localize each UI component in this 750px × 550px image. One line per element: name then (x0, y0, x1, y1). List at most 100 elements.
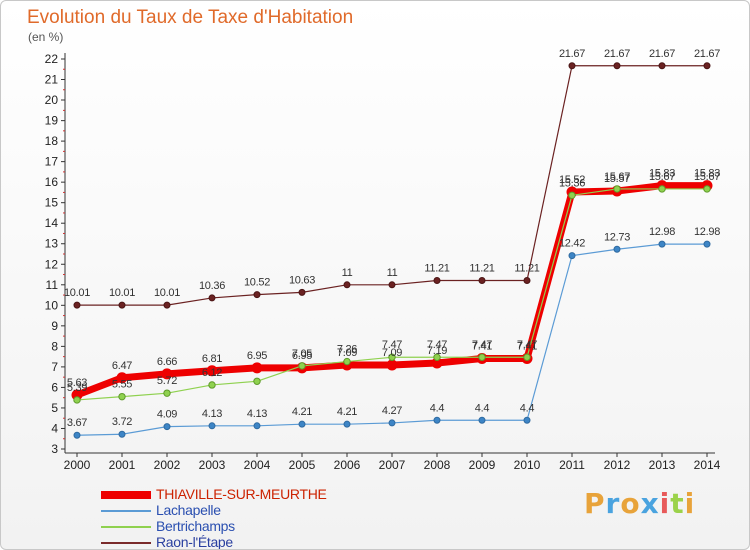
y-tick-label: 11 (46, 278, 59, 292)
logo-letter: P (584, 487, 606, 520)
series-3 (73, 62, 711, 309)
data-label: 4.4 (520, 402, 535, 414)
data-label: 21.67 (649, 48, 675, 60)
data-point (568, 252, 576, 260)
logo-letter: t (670, 487, 685, 520)
data-point (523, 276, 531, 284)
data-point (523, 353, 531, 361)
data-label: 7.19 (427, 345, 447, 357)
data-label: 7.05 (292, 348, 312, 360)
data-label: 7.47 (427, 339, 447, 351)
data-point (433, 416, 441, 424)
data-label: 7.41 (472, 340, 492, 352)
data-point (478, 353, 486, 361)
data-point (118, 430, 126, 438)
x-tick-label: 2011 (559, 458, 585, 472)
y-tick-label: 10 (45, 298, 59, 312)
legend-swatch (101, 491, 151, 499)
data-point (478, 276, 486, 284)
data-label: 15.67 (649, 171, 675, 183)
legend-swatch (101, 510, 151, 512)
x-tick-label: 2000 (64, 458, 91, 472)
data-label: 7.26 (337, 344, 357, 356)
data-point (253, 422, 261, 430)
data-point (208, 294, 216, 302)
data-label: 15.67 (694, 171, 720, 183)
y-tick-label: 21 (45, 73, 59, 87)
data-point (163, 423, 171, 431)
data-label: 11.21 (424, 262, 449, 274)
data-point (118, 392, 126, 401)
labels-series-2: 5.39 5.55 5.72 6.12 7.05 7.26 7.47 7.47 7.47 7.47… (67, 171, 721, 394)
x-tick-label: 2003 (199, 458, 226, 472)
data-point (703, 240, 711, 248)
x-tick-label: 2009 (469, 458, 496, 472)
logo-letter: o (620, 487, 641, 520)
logo-letter: i (659, 487, 671, 520)
data-label: 7.41 (517, 340, 537, 352)
data-point (523, 416, 531, 424)
data-label: 10.01 (154, 287, 180, 299)
data-label: 5.39 (67, 382, 87, 394)
y-tick-label: 5 (51, 401, 58, 415)
x-tick-label: 2001 (109, 458, 136, 472)
data-point (208, 422, 216, 430)
legend-label: Raon-l'Étape (156, 534, 233, 550)
data-label: 21.67 (694, 48, 720, 60)
data-point (388, 419, 396, 427)
data-point (208, 381, 216, 389)
data-label: 6.47 (112, 360, 132, 372)
data-point (298, 362, 306, 370)
data-label: 6.95 (247, 350, 267, 362)
data-label: 6.66 (157, 356, 177, 368)
legend: THIAVILLE-SUR-MEURTHE Lachapelle Bertricha… (101, 486, 401, 550)
y-tick-label: 20 (45, 93, 59, 107)
x-tick-label: 2014 (694, 458, 721, 472)
data-point (298, 288, 306, 296)
data-label: 6.81 (202, 353, 222, 365)
data-label: 4.09 (157, 409, 177, 421)
data-point (73, 301, 81, 309)
x-tick-label: 2006 (334, 458, 361, 472)
data-label: 12.98 (649, 226, 675, 238)
x-tick-label: 2013 (649, 458, 676, 472)
data-label: 7.47 (382, 339, 402, 351)
data-point (73, 431, 81, 439)
data-point (433, 353, 441, 361)
data-label: 21.67 (604, 48, 630, 60)
x-tick-label: 2010 (514, 458, 541, 472)
data-point (388, 281, 396, 289)
data-label: 4.21 (292, 406, 312, 418)
legend-item: Raon-l'Étape (101, 534, 401, 550)
series-1 (73, 240, 711, 439)
labels-series-0: 5.63 6.47 6.66 6.81 6.95 6.95 7.09 7.09 7.19 7.41… (67, 168, 721, 389)
y-tick-label: 6 (51, 380, 58, 394)
data-point (343, 420, 351, 428)
data-label: 15.52 (559, 174, 585, 186)
data-point (613, 62, 621, 70)
legend-item: Lachapelle (101, 502, 401, 519)
data-label: 5.63 (67, 377, 87, 389)
legend-swatch (101, 542, 151, 544)
data-label: 7.47 (517, 339, 537, 351)
y-tick-label: 12 (45, 257, 59, 271)
data-label: 3.72 (112, 416, 132, 428)
labels-series-3: 10.01 10.01 10.01 10.36 10.52 10.63 11 11 11.21 1… (64, 48, 721, 299)
data-point (658, 240, 666, 248)
data-label: 4.4 (430, 402, 445, 414)
legend-label: THIAVILLE-SUR-MEURTHE (156, 486, 327, 502)
data-label: 15.83 (694, 168, 720, 180)
y-tick-label: 14 (45, 216, 59, 230)
data-label: 4.27 (382, 405, 402, 417)
y-tick-label: 13 (45, 237, 59, 251)
legend-item: THIAVILLE-SUR-MEURTHE (101, 486, 401, 503)
legend-label: Lachapelle (156, 502, 221, 518)
data-point (703, 62, 711, 70)
data-label: 15.67 (604, 171, 630, 183)
data-label: 12.42 (559, 238, 585, 250)
data-label: 10.63 (289, 274, 315, 286)
data-label: 12.98 (694, 226, 720, 238)
x-tick-label: 2007 (379, 458, 406, 472)
